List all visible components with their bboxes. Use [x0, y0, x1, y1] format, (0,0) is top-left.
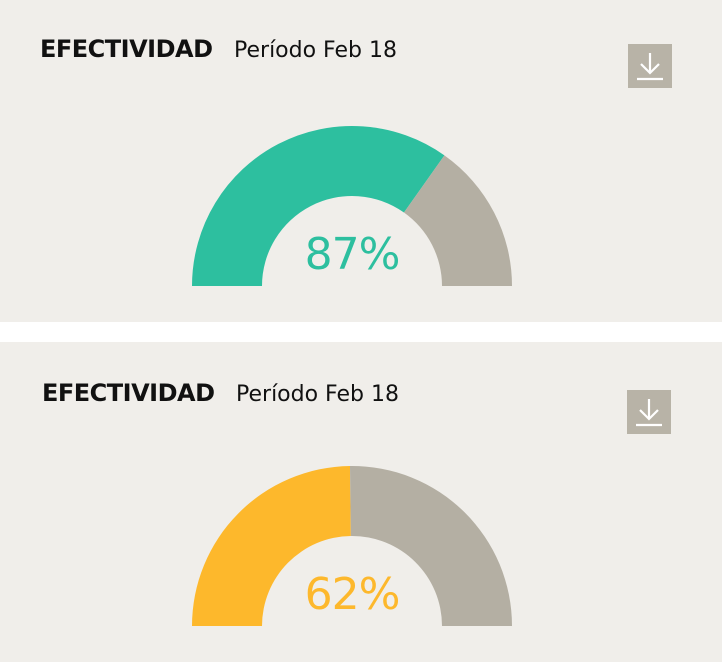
download-button[interactable] — [627, 390, 671, 434]
gauge-value-label: 62% — [304, 569, 401, 620]
effectiveness-gauge: 62% — [190, 462, 514, 628]
gauge-value-arc — [192, 466, 351, 626]
effectiveness-panel: EFECTIVIDAD Período Feb 18 87% — [0, 0, 722, 322]
panel-period: Período Feb 18 — [236, 382, 399, 407]
effectiveness-panel: EFECTIVIDAD Período Feb 18 62% — [0, 342, 722, 662]
gauge-value-arc — [192, 126, 445, 286]
download-button[interactable] — [628, 44, 672, 88]
gauge-remainder-arc — [403, 155, 512, 286]
download-icon — [637, 53, 663, 81]
panel-period: Período Feb 18 — [234, 38, 397, 63]
download-icon — [636, 399, 662, 427]
effectiveness-gauge: 87% — [190, 122, 514, 288]
gauge-remainder-arc — [349, 465, 512, 626]
gauge-value-label: 87% — [304, 229, 401, 280]
panel-title: EFECTIVIDAD — [42, 379, 215, 407]
panel-title: EFECTIVIDAD — [40, 35, 213, 63]
